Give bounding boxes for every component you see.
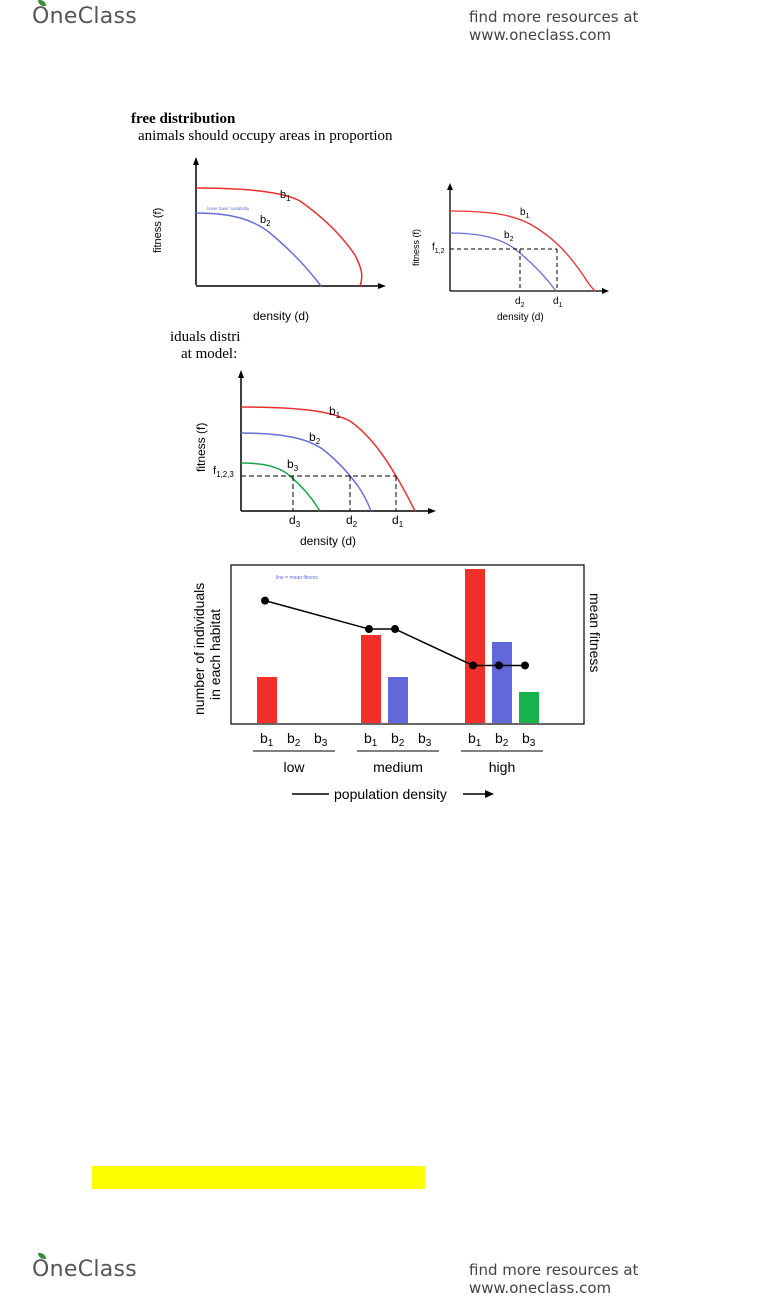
xlabel: density (d)	[497, 312, 544, 323]
xlabel: density (d)	[300, 534, 356, 548]
label-d2: d2	[346, 513, 358, 529]
tick-label-low-b1: b1	[260, 730, 274, 749]
tick-label-medium-b2: b2	[391, 730, 405, 749]
logo-text: OneClass	[32, 1257, 138, 1282]
bar-low-b1	[257, 677, 277, 723]
body-fragment-2: at model:	[181, 346, 238, 362]
xaxis-arrow-head	[485, 790, 494, 798]
tick-label-low-b3: b3	[314, 730, 328, 749]
tick-label-low-b2: b2	[287, 730, 301, 749]
ylabel: fitness (f)	[194, 423, 208, 472]
label-b2: b2	[309, 430, 321, 446]
chart-ylabel-2: in each habitat	[207, 609, 223, 700]
leaf-icon	[38, 0, 46, 6]
curve-b1	[240, 406, 416, 512]
curve-b1	[195, 187, 363, 287]
curve-b2	[240, 432, 372, 512]
body-line-1: animals should occupy areas in proportio…	[138, 128, 393, 144]
mean-fitness-point-2	[391, 625, 399, 634]
label-d2: d2	[515, 296, 525, 309]
figure-fitness-density-1: fitness (f) density (d) b1 b2 lower basi…	[152, 157, 386, 323]
xlabel: density (d)	[253, 309, 309, 323]
figure-fitness-density-3: fitness (f) density (d) b1 b2 b3 f1,2,3 …	[194, 370, 436, 548]
ylabel: fitness (f)	[411, 229, 421, 266]
mean-fitness-point-5	[521, 661, 529, 670]
label-d3: d3	[289, 513, 301, 529]
y-axis-arrow	[447, 183, 453, 190]
label-f12: f1,2	[432, 242, 445, 255]
group-label-low: low	[283, 759, 305, 775]
note-lower-suitability: lower basic suitability	[207, 206, 250, 211]
curve-b3	[240, 462, 321, 512]
tick-label-high-b2: b2	[495, 730, 509, 749]
label-f123: f1,2,3	[213, 465, 234, 479]
label-d1: d1	[392, 513, 404, 529]
chart-xlabel: population density	[334, 786, 447, 802]
chart-ylabel-1: number of individuals	[191, 583, 207, 715]
label-b1: b1	[520, 207, 530, 220]
tick-label-high-b1: b1	[468, 730, 482, 749]
bar-chart-individuals: number of individuals in each habitat me…	[191, 564, 603, 802]
footer-tagline[interactable]: find more resources at www.oneclass.com	[469, 1261, 639, 1297]
section-heading: free distribution	[131, 111, 236, 127]
label-d1: d1	[553, 296, 563, 309]
mean-fitness-point-4	[495, 661, 503, 670]
curve-b1	[449, 210, 596, 292]
bar-high-b1	[465, 569, 485, 723]
tick-label-medium-b3: b3	[418, 730, 432, 749]
curve-b2	[449, 232, 557, 292]
bar-medium-b2	[388, 677, 408, 723]
curve-b2	[195, 212, 322, 287]
figure-fitness-density-2: fitness (f) density (d) b1 b2 f1,2 d2 d1	[411, 183, 609, 323]
label-b1: b1	[329, 404, 341, 420]
x-axis-arrow	[428, 508, 436, 514]
leaf-icon	[38, 1253, 46, 1259]
tick-label-medium-b1: b1	[364, 730, 378, 749]
logo-text: OneClass	[32, 4, 138, 29]
mean-fitness-point-0	[261, 596, 269, 605]
bar-high-b2	[492, 642, 512, 723]
label-b2: b2	[260, 214, 271, 228]
label-b3: b3	[287, 457, 299, 473]
chart-y2label: mean fitness	[587, 593, 603, 672]
legend-note: line = mean fitness	[276, 575, 318, 581]
label-b2: b2	[504, 230, 514, 243]
group-label-high: high	[489, 759, 515, 775]
x-axis-arrow	[378, 283, 386, 289]
bar-medium-b1	[361, 635, 381, 723]
tick-label-high-b3: b3	[522, 730, 536, 749]
mean-fitness-point-3	[469, 661, 477, 670]
body-fragment-1: iduals distri	[170, 329, 241, 345]
mean-fitness-polyline	[264, 599, 525, 667]
x-category-labels: b1 b2 b3 low b1 b2 b3 medium b1 b2 b3 high	[253, 730, 543, 775]
group-label-medium: medium	[373, 759, 423, 775]
oneclass-logo-top[interactable]: OneClass	[32, 0, 138, 29]
oneclass-logo-bottom[interactable]: OneClass	[32, 1253, 138, 1282]
ylabel: fitness (f)	[152, 208, 164, 253]
header-tagline[interactable]: find more resources at www.oneclass.com	[469, 8, 639, 44]
y-axis-arrow	[238, 370, 244, 378]
mean-fitness-line	[261, 596, 529, 670]
bar-high-b3	[519, 692, 539, 723]
label-b1: b1	[280, 189, 291, 203]
y-axis-arrow	[193, 157, 199, 165]
highlight-bar	[92, 1166, 425, 1189]
x-axis-arrow	[602, 288, 609, 294]
mean-fitness-point-1	[365, 625, 373, 634]
